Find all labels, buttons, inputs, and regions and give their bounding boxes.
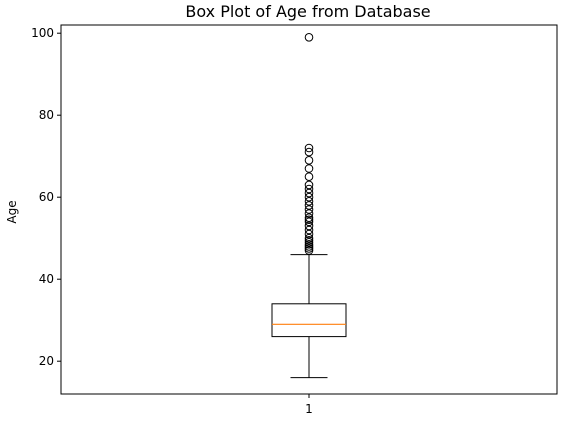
y-tick-label: 40 bbox=[39, 272, 54, 286]
outlier-point bbox=[304, 240, 314, 249]
outlier-point bbox=[304, 242, 314, 251]
outlier-point bbox=[304, 233, 314, 243]
outlier-point bbox=[304, 217, 314, 227]
y-tick-label: 80 bbox=[39, 108, 54, 122]
outlier-point bbox=[304, 164, 314, 173]
outlier-point bbox=[304, 238, 314, 247]
chart-title: Box Plot of Age from Database bbox=[185, 2, 430, 21]
outlier-point bbox=[304, 205, 314, 214]
outlier-point bbox=[304, 229, 314, 239]
outlier-point bbox=[304, 192, 314, 202]
outlier-point bbox=[304, 33, 314, 42]
outlier-point bbox=[304, 184, 314, 194]
outlier-point bbox=[304, 180, 314, 190]
outlier-point bbox=[304, 209, 314, 218]
outlier-point bbox=[304, 225, 314, 235]
outlier-point bbox=[304, 172, 314, 181]
outlier-point bbox=[304, 213, 314, 222]
outlier-point bbox=[304, 244, 314, 253]
plot-area: 20 40 60 80 100 1 bbox=[31, 24, 558, 416]
outlier-point bbox=[304, 156, 314, 165]
outlier-point bbox=[304, 197, 314, 206]
outlier-point bbox=[304, 221, 314, 231]
outlier-point bbox=[304, 201, 314, 210]
y-tick-label: 60 bbox=[39, 190, 54, 204]
outlier-point bbox=[304, 147, 314, 157]
y-tick-label: 20 bbox=[39, 354, 54, 368]
x-tick-label: 1 bbox=[305, 402, 313, 416]
y-axis-label: Age bbox=[5, 200, 19, 223]
outlier-point bbox=[304, 235, 314, 245]
iqr-box bbox=[271, 303, 347, 338]
outlier-point bbox=[304, 246, 314, 255]
outlier-point bbox=[304, 215, 314, 225]
outlier-point bbox=[304, 188, 314, 198]
outlier-point bbox=[304, 143, 314, 153]
y-tick-label: 100 bbox=[31, 26, 54, 40]
